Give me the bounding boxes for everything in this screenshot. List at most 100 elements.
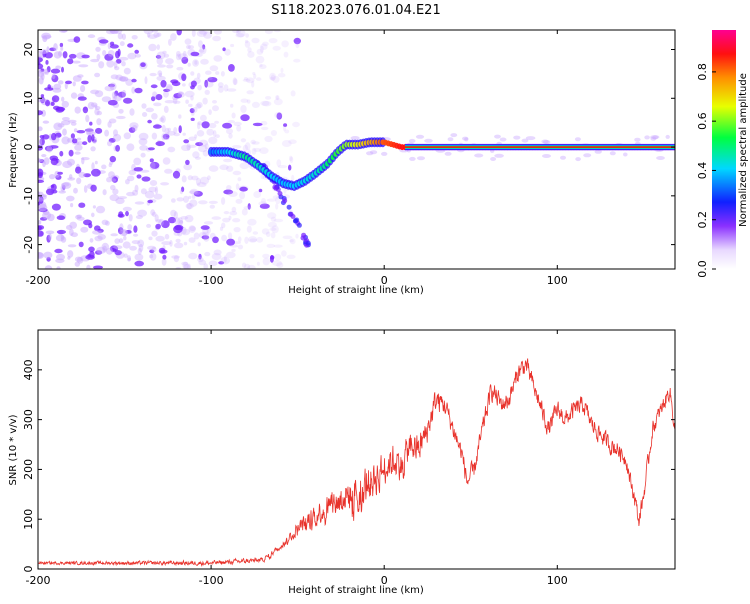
spectrogram-noise-blob — [50, 157, 59, 166]
spectrogram-noise-blob — [123, 132, 131, 140]
spectrogram-noise-blob — [186, 44, 191, 50]
spectrogram-branch-blob — [286, 204, 292, 210]
spectrogram-noise-blob — [236, 125, 242, 132]
spectrogram-noise-blob — [543, 140, 551, 145]
spectrogram-noise-blob — [67, 58, 74, 65]
spectrogram-noise-blob — [226, 128, 233, 135]
spectrogram-noise-blob — [176, 50, 181, 57]
spectrogram-noise-blob — [203, 234, 210, 242]
figure-title: S118.2023.076.01.04.E21 — [271, 3, 440, 18]
spectrogram-noise-blob — [107, 140, 112, 147]
spectrogram-noise-blob — [370, 150, 378, 155]
spectrogram-noise-blob — [291, 174, 295, 182]
spectrogram-noise-blob — [275, 203, 279, 210]
spectrogram-noise-blob — [108, 171, 115, 179]
spectrogram-noise-blob — [62, 51, 68, 59]
spectrogram-ytick-label: 10 — [22, 91, 35, 105]
spectrogram-noise-blob — [260, 174, 265, 180]
spectrogram-noise-blob — [185, 203, 194, 209]
spectrogram-noise-blob — [68, 149, 74, 157]
spectrogram-noise-blob — [56, 215, 66, 220]
spectrogram-noise-blob — [45, 60, 49, 65]
spectrogram-noise-blob — [160, 80, 167, 88]
spectrogram-noise-blob — [176, 30, 182, 36]
spectrogram-noise-blob — [51, 95, 60, 103]
spectrogram-noise-blob — [91, 168, 101, 177]
spectrogram-noise-blob — [143, 30, 154, 35]
spectrogram-noise-blob — [207, 175, 211, 180]
spectrogram-noise-blob — [274, 253, 282, 261]
spectrogram-noise-blob — [108, 138, 116, 143]
spectrogram-noise-blob — [71, 60, 81, 64]
spectrogram-noise-blob — [272, 75, 280, 83]
spectrogram-noise-blob — [167, 127, 171, 132]
spectrogram-noise-blob — [151, 230, 158, 237]
spectrogram-noise-blob — [102, 189, 107, 196]
spectrogram-noise-blob — [109, 82, 117, 91]
spectrogram-noise-blob — [147, 199, 153, 204]
spectrogram-noise-blob — [66, 195, 75, 202]
spectrogram-noise-blob — [113, 245, 123, 250]
spectrogram-noise-blob — [207, 77, 218, 83]
spectrogram-noise-blob — [252, 122, 263, 127]
spectrogram-noise-blob — [194, 134, 198, 139]
spectrogram-noise-blob — [38, 225, 42, 231]
spectrogram-noise-blob — [150, 84, 158, 89]
spectrogram-noise-blob — [153, 124, 162, 129]
spectrogram-noise-blob — [223, 211, 230, 215]
spectrogram-noise-blob — [38, 194, 47, 198]
spectrogram-noise-blob — [157, 64, 166, 68]
spectrogram-noise-blob — [198, 40, 203, 48]
spectrogram-noise-blob — [166, 130, 176, 136]
spectrogram-noise-blob — [104, 129, 109, 137]
snr-ylabel: SNR (10 * v/v) — [8, 414, 19, 485]
snr-xtick-label: -200 — [26, 574, 51, 587]
spectrogram-noise-blob — [409, 156, 416, 161]
spectrogram-noise-blob — [204, 79, 209, 88]
spectrogram-noise-blob — [190, 117, 195, 121]
spectrogram-noise-blob — [127, 257, 131, 262]
spectrogram-noise-blob — [211, 216, 222, 220]
spectrogram-noise-blob — [230, 43, 235, 48]
spectrogram-noise-blob — [163, 90, 169, 98]
spectrogram-noise-blob — [39, 138, 42, 147]
spectrogram-noise-blob — [185, 99, 189, 104]
spectrogram-noise-blob — [113, 93, 117, 100]
spectrogram-noise-blob — [265, 231, 271, 237]
spectrogram-noise-blob — [264, 135, 273, 143]
spectrogram-noise-blob — [259, 203, 270, 209]
spectrogram-noise-blob — [251, 147, 257, 155]
spectrogram-noise-blob — [75, 166, 82, 174]
spectrogram-noise-blob — [198, 49, 205, 53]
spectrogram-noise-blob — [231, 206, 237, 213]
spectrogram-noise-blob — [213, 30, 222, 35]
spectrogram-xtick-label: 0 — [381, 274, 388, 287]
spectrogram-noise-blob — [101, 242, 110, 251]
spectrogram-noise-blob — [226, 238, 236, 246]
spectrogram-noise-blob — [76, 137, 82, 141]
spectrogram-noise-blob — [134, 184, 139, 193]
spectrogram-noise-blob — [199, 30, 208, 35]
spectrogram-noise-blob — [109, 30, 118, 34]
spectrogram-noise-blob — [280, 67, 284, 74]
spectrogram-noise-blob — [209, 65, 219, 72]
spectrogram-noise-blob — [53, 105, 60, 110]
spectrogram-noise-blob — [56, 229, 66, 235]
spectrogram-noise-blob — [247, 218, 257, 226]
spectrogram-noise-blob — [164, 233, 170, 240]
spectrogram-noise-blob — [191, 194, 196, 199]
spectrogram-noise-blob — [235, 183, 240, 191]
spectrogram-noise-blob — [249, 238, 257, 242]
spectrogram-noise-blob — [75, 214, 82, 220]
spectrogram-noise-blob — [258, 188, 263, 193]
spectrogram-noise-blob — [144, 190, 155, 199]
spectrogram-noise-blob — [163, 88, 171, 92]
spectrogram-noise-blob — [594, 149, 602, 154]
spectrogram-noise-blob — [38, 98, 47, 103]
spectrogram-noise-blob — [114, 90, 119, 97]
spectrogram-noise-blob — [200, 225, 210, 230]
spectrogram-branch-blob — [292, 218, 298, 224]
spectrogram-xlabel: Height of straight line (km) — [288, 285, 424, 296]
spectrogram-noise-blob — [109, 155, 117, 163]
spectrogram-noise-blob — [222, 122, 233, 129]
